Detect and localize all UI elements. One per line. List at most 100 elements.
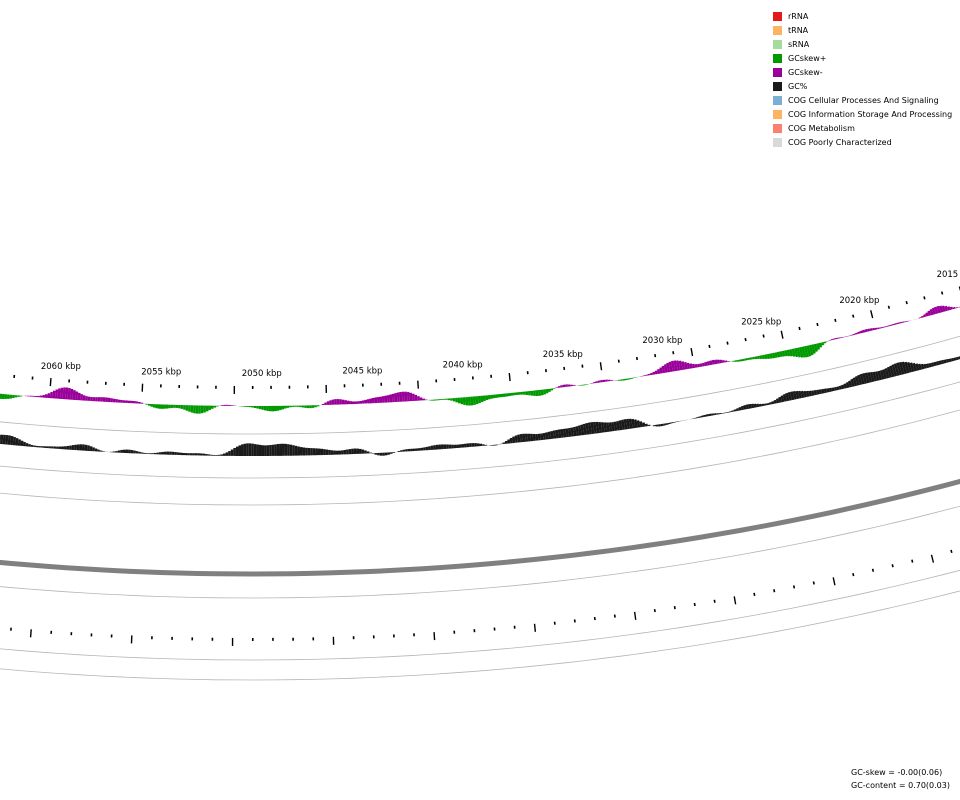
gc-skew-bar: [195, 405, 199, 414]
gc-content-bar: [143, 452, 147, 454]
gc-skew-bar: [552, 388, 556, 389]
gc-content-bar: [517, 434, 521, 443]
backbone-ring: [0, 478, 960, 577]
gc-content-bar: [935, 361, 940, 366]
gc-content-bar: [40, 446, 44, 448]
gc-skew-bar: [840, 336, 844, 339]
gc-content-bar: [53, 446, 57, 449]
gc-skew-bar: [874, 327, 878, 330]
gc-content-bar: [848, 380, 853, 388]
gc-content-bar: [841, 384, 845, 390]
gc-skew-bar: [271, 405, 275, 412]
gc-content-bar: [647, 424, 651, 427]
gc-skew-bar: [472, 396, 476, 405]
gc-skew-bar: [208, 405, 211, 411]
gc-skew-bar: [727, 360, 730, 362]
gc-skew-bar: [145, 403, 149, 405]
gc-content-bar: [97, 449, 100, 452]
gc-skew-bar: [107, 397, 111, 403]
gc-skew-bar: [440, 398, 443, 401]
gc-content-bar: [889, 365, 895, 378]
gc-content-bar: [330, 450, 334, 455]
gc-skew-bar: [419, 397, 423, 401]
gc-content-bar: [400, 450, 403, 452]
gc-skew-bar: [714, 359, 718, 365]
gc-content-bar: [721, 412, 724, 414]
gc-skew-bar: [794, 348, 799, 358]
gc-content-bar: [302, 447, 306, 456]
ruler-minor-tick: [708, 344, 711, 349]
gc-skew-bar: [540, 389, 544, 396]
gc-content-bar: [700, 415, 704, 418]
gc-skew-bar: [279, 405, 282, 411]
ruler-minor-tick: [816, 322, 819, 327]
gc-skew-bar: [188, 405, 191, 412]
gc-content-bar: [135, 451, 139, 454]
gc-skew-bar: [547, 388, 551, 393]
gc-content-bar: [845, 381, 850, 388]
gc-skew-bar: [590, 382, 593, 384]
gc-content-bar: [417, 448, 421, 451]
gc-skew-bar: [925, 312, 929, 317]
gc-skew-bar: [475, 396, 479, 405]
gc-content-bar: [603, 422, 608, 433]
gc-content-bar: [923, 363, 927, 369]
gc-content-bar: [797, 390, 802, 399]
legend-swatch: [773, 137, 782, 147]
gc-content-bar: [723, 412, 727, 414]
legend-label: COG Cellular Processes And Signaling: [788, 95, 939, 105]
ruler-label: 2040 kbp: [443, 360, 483, 370]
gc-skew-bar: [223, 404, 227, 406]
gc-skew-bar: [742, 358, 746, 362]
gc-skew-bar: [311, 405, 315, 408]
legend-swatch: [773, 39, 782, 49]
gc-content-bar: [595, 421, 600, 434]
gc-skew-bar: [640, 375, 643, 377]
gc-content-bar: [79, 444, 83, 451]
gc-skew-bar: [699, 363, 703, 367]
gc-content-bar: [253, 444, 257, 456]
gc-content-bar: [233, 448, 236, 456]
gc-skew-bar: [173, 404, 176, 408]
gc-content-bar: [884, 367, 890, 379]
gc-content-bar: [733, 409, 737, 412]
gc-skew-bar: [47, 393, 51, 399]
gc-skew-bar: [678, 360, 683, 371]
gc-content-bar: [264, 445, 267, 456]
gc-content-bar: [882, 369, 888, 379]
gc-content-bar: [673, 421, 676, 423]
gc-skew-bar: [490, 394, 494, 399]
gc-skew-bar: [813, 343, 818, 352]
gc-content-bar: [269, 445, 272, 456]
gc-skew-bar: [652, 371, 656, 375]
gc-content-bar: [768, 402, 772, 405]
gc-skew-bar: [525, 391, 529, 396]
gc-content-bar: [616, 420, 620, 431]
gc-content-bar: [613, 421, 618, 431]
gc-content-bar: [644, 423, 648, 427]
gc-skew-bar: [406, 392, 410, 402]
gc-content-bar: [328, 449, 331, 455]
gc-content-bar: [317, 448, 321, 456]
gc-skew-bar: [671, 360, 676, 372]
gc-content-bar: [743, 404, 747, 410]
legend-label: COG Poorly Characterized: [788, 137, 892, 147]
gc-content-bar: [535, 433, 539, 441]
gc-skew-bar: [4, 394, 8, 400]
gc-content-bar: [482, 444, 485, 446]
gc-skew-bar: [391, 393, 395, 403]
gc-skew-bar: [889, 324, 893, 327]
gc-skew-bar: [437, 399, 441, 401]
gc-skew-bar: [774, 352, 778, 358]
gc-skew-bar: [862, 329, 866, 333]
gc-skew-bar: [833, 338, 836, 340]
gc-skew-bar: [612, 380, 616, 381]
ruler-minor-tick: [744, 337, 747, 342]
ruler-minor-tick: [940, 291, 944, 295]
gc-skew-bar: [457, 397, 461, 404]
gc-skew-bar: [389, 394, 393, 403]
gc-skew-bar: [92, 397, 96, 402]
gc-skew-bar: [432, 399, 436, 401]
gc-skew-bar: [850, 334, 853, 336]
